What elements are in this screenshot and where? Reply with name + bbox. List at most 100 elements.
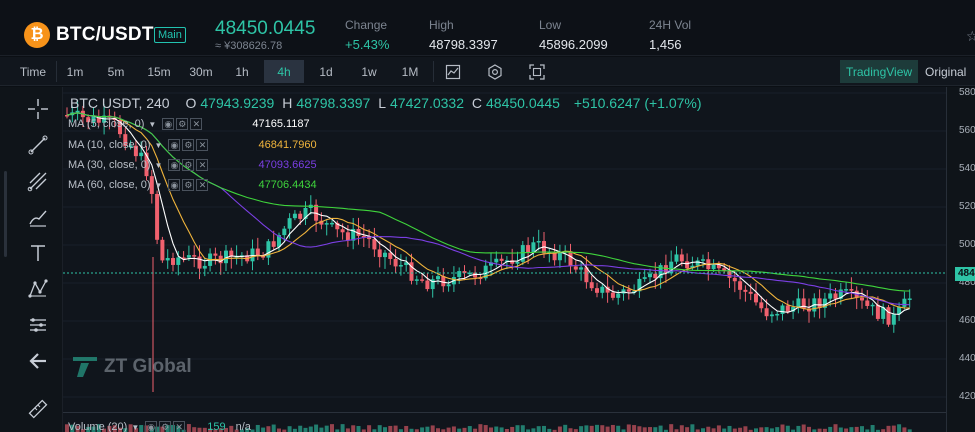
watermark-text: ZT Global: [104, 356, 192, 377]
ma30-legend[interactable]: MA (30, close, 0) ▼ ◉ ⚙ ✕ 47093.6625: [68, 159, 317, 171]
fullscreen-icon[interactable]: [524, 60, 550, 83]
volume-bar: [531, 428, 536, 432]
volume-bar: [499, 427, 504, 432]
candle-body: [128, 145, 133, 148]
candle-body: [261, 255, 266, 258]
caret-down-icon[interactable]: ▼: [154, 140, 163, 150]
caret-down-icon[interactable]: ▼: [154, 160, 163, 170]
volume-bar: [292, 428, 297, 432]
settings-icon[interactable]: [482, 60, 508, 83]
candle-body: [303, 207, 308, 219]
ma-label: MA (10, close, 0): [68, 139, 151, 151]
candle-body: [441, 276, 446, 287]
candle-body: [430, 279, 435, 290]
zt-logo-icon: [73, 357, 97, 377]
candle-body: [176, 257, 181, 265]
close-icon[interactable]: ✕: [196, 139, 209, 151]
trend-line-icon[interactable]: [24, 131, 52, 159]
interval-15m[interactable]: 15m: [147, 64, 171, 79]
candle-body: [870, 304, 875, 307]
candle-body: [160, 239, 165, 261]
volume-bar: [764, 427, 769, 432]
chart-canvas[interactable]: [63, 87, 946, 432]
chart-type-icon[interactable]: [440, 60, 466, 83]
gear-icon[interactable]: ⚙: [159, 421, 172, 432]
gear-icon[interactable]: ⚙: [182, 159, 195, 171]
favorite-star-icon[interactable]: ☆: [966, 28, 975, 44]
ma-label: MA (30, close, 0): [68, 159, 151, 171]
interval-4h[interactable]: 4h: [264, 60, 304, 83]
ma60-legend[interactable]: MA (60, close, 0) ▼ ◉ ⚙ ✕ 47706.4434: [68, 179, 317, 191]
original-tab[interactable]: Original: [925, 64, 967, 79]
interval-5m[interactable]: 5m: [107, 64, 125, 79]
close-icon[interactable]: ✕: [196, 179, 209, 191]
candle-body: [420, 279, 425, 281]
interval-1h[interactable]: 1h: [235, 64, 249, 79]
caret-down-icon[interactable]: ▼: [131, 422, 140, 432]
candle-body: [616, 293, 621, 298]
interval-30m[interactable]: 30m: [189, 64, 213, 79]
price-tick: 480: [959, 277, 975, 288]
eye-icon[interactable]: ◉: [145, 421, 158, 432]
pitchfork-icon[interactable]: [24, 167, 52, 195]
crosshair-icon[interactable]: [24, 95, 52, 123]
candle-body: [282, 228, 287, 236]
volume-bar: [250, 429, 255, 432]
brush-icon[interactable]: [24, 203, 52, 231]
volume-bar: [80, 429, 85, 432]
volume-bar: [330, 424, 334, 432]
candle-body: [663, 265, 668, 274]
tradingview-tab[interactable]: TradingView: [840, 60, 919, 83]
candle-body: [658, 265, 663, 279]
candle-body: [499, 258, 504, 261]
ruler-icon[interactable]: [24, 395, 52, 423]
candle-body: [817, 298, 822, 308]
volume-bar: [436, 428, 440, 432]
pair-selector[interactable]: BTC/USDT: [56, 24, 154, 45]
candle-body: [690, 265, 695, 269]
interval-1w[interactable]: 1w: [361, 64, 377, 79]
close-icon[interactable]: ✕: [196, 159, 209, 171]
candlestick-chart[interactable]: [63, 87, 946, 432]
volume-bar: [621, 429, 626, 432]
main-badge: Main: [154, 27, 186, 43]
interval-1d[interactable]: 1d: [319, 64, 333, 79]
volume-bar: [870, 425, 875, 432]
volume-ma-value: n/a: [235, 421, 251, 432]
eye-icon[interactable]: ◉: [168, 139, 181, 151]
caret-down-icon[interactable]: ▼: [154, 180, 163, 190]
candle-body: [171, 258, 175, 265]
caret-down-icon[interactable]: ▼: [148, 119, 157, 129]
volume-bar: [430, 425, 435, 432]
gear-icon[interactable]: ⚙: [182, 179, 195, 191]
candle-body: [457, 271, 462, 278]
eye-icon[interactable]: ◉: [168, 179, 181, 191]
volume-bar: [854, 426, 859, 432]
volume-bar: [239, 429, 244, 432]
current-price-tag: 484: [955, 267, 975, 281]
candle-body: [149, 176, 154, 194]
volume-bar: [648, 427, 652, 432]
close-icon[interactable]: ✕: [190, 118, 203, 130]
back-arrow-icon[interactable]: [24, 347, 52, 375]
interval-1M[interactable]: 1M: [401, 64, 419, 79]
volume-bar: [128, 424, 133, 432]
pane-divider[interactable]: [63, 412, 946, 413]
volume-bar: [319, 427, 324, 432]
gear-icon[interactable]: ⚙: [176, 118, 189, 130]
measure-icon[interactable]: [24, 311, 52, 339]
volume-legend[interactable]: Volume (20) ▼ ◉ ⚙ ✕ 159 n/a: [68, 421, 251, 432]
gear-icon[interactable]: ⚙: [182, 139, 195, 151]
eye-icon[interactable]: ◉: [168, 159, 181, 171]
text-icon[interactable]: [24, 239, 52, 267]
ma10-legend[interactable]: MA (10, close, 0) ▼ ◉ ⚙ ✕ 46841.7960: [68, 139, 317, 151]
eye-icon[interactable]: ◉: [162, 118, 175, 130]
close-icon[interactable]: ✕: [173, 421, 186, 432]
pattern-icon[interactable]: [24, 275, 52, 303]
ma5-legend[interactable]: MA (5, close, 0) ▼ ◉ ⚙ ✕ 47165.1187: [68, 118, 310, 130]
interval-1m[interactable]: 1m: [66, 64, 84, 79]
time-button[interactable]: Time: [19, 64, 47, 79]
volume-bar: [552, 429, 557, 432]
sidebar-scrollbar[interactable]: [4, 171, 7, 257]
price-axis[interactable]: 580 560 540 520 500 480 460 440 420 484: [946, 87, 975, 432]
